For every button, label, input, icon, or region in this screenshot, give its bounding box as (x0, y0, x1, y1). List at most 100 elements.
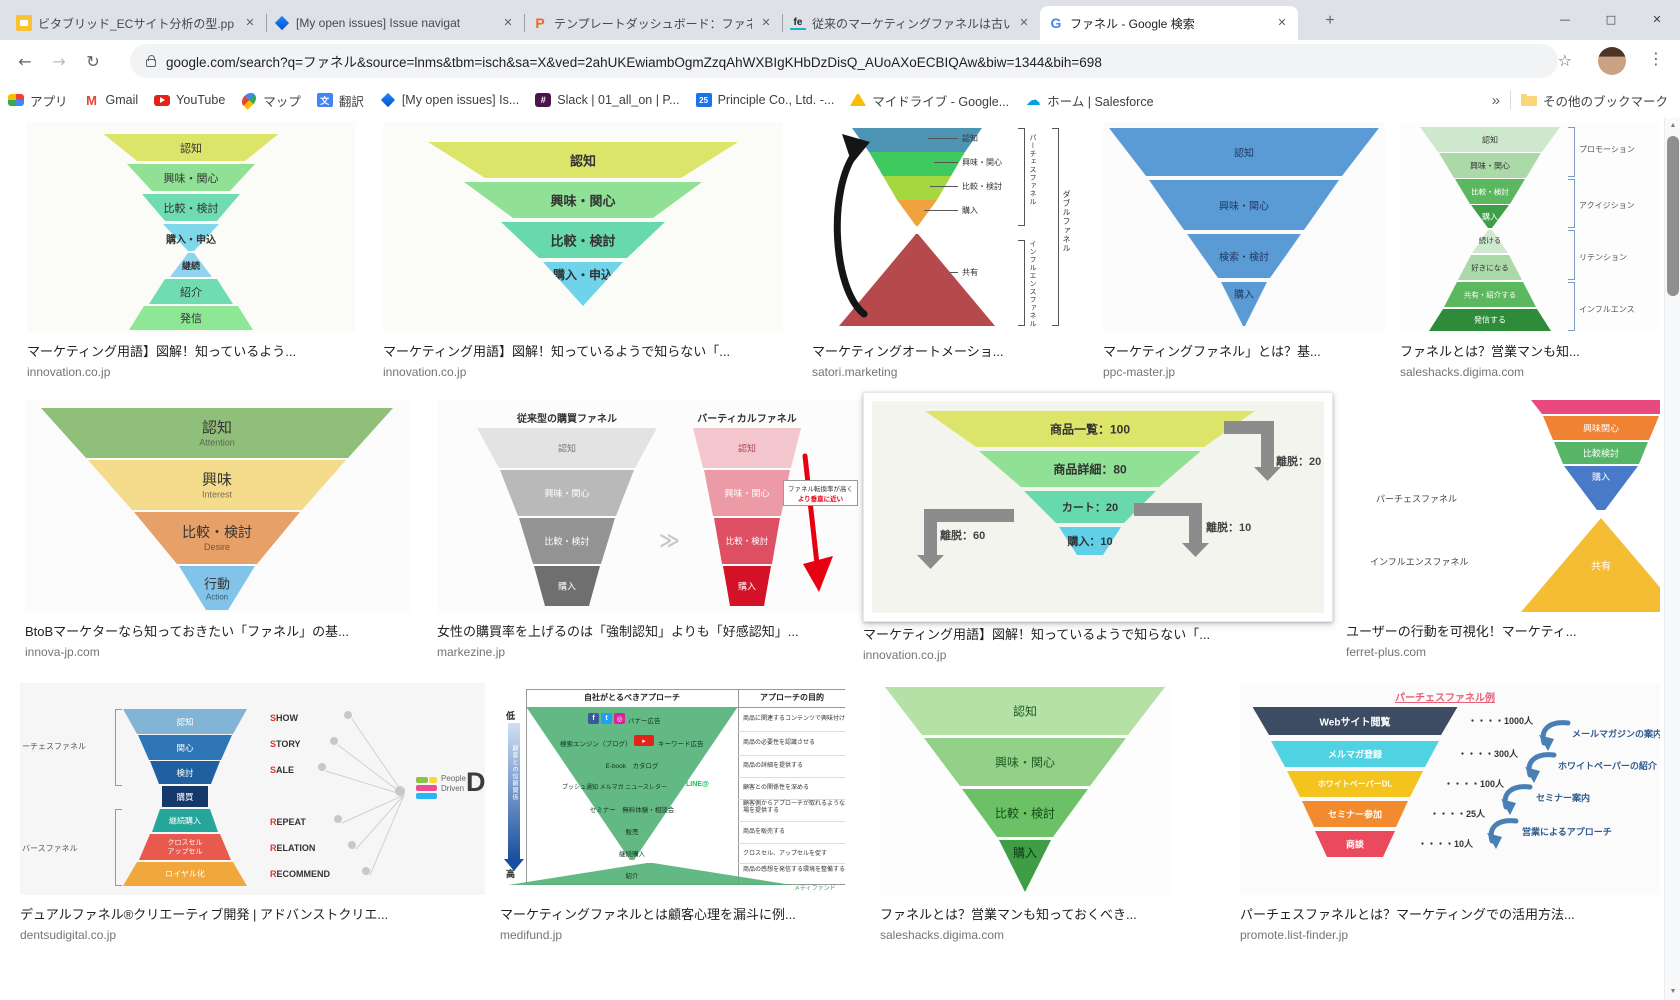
result-domain[interactable]: saleshacks.digima.com (880, 928, 1005, 942)
result-thumbnail[interactable]: 認知 Attention 興味 Interest 比較・検討 Desire 行動 Action (25, 400, 410, 612)
result-thumbnail[interactable]: 自社がとるべきアプローチ アプローチの目的 f t ◎ バナー広告 検索エンジン（ブログ） ▸… (500, 683, 845, 895)
result-title[interactable]: マーケティング用語】図解！知っているようで知らない「... (863, 627, 1211, 642)
close-button[interactable]: ✕ (1652, 12, 1662, 26)
result-thumbnail[interactable]: 認知 興味・関心 比較・検討 購入 続ける 好きになる 共有・紹介する 発信する プロモーション… (1400, 122, 1660, 332)
image-result[interactable]: 自社がとるべきアプローチ アプローチの目的 f t ◎ バナー広告 検索エンジン（ブログ） ▸… (500, 683, 845, 942)
other-bookmarks[interactable]: その他のブックマーク (1520, 91, 1668, 110)
result-thumbnail[interactable]: 興味関心 比較検討 購入 共有 パーチェスファネル インフルエンスファネル (1346, 400, 1660, 612)
result-domain[interactable]: satori.marketing (812, 365, 898, 379)
result-thumbnail[interactable]: 認知 興味・関心 比較・検討 購入 共有 パーチェスファネル インフルエンスファネル ダブルフ… (812, 122, 1082, 332)
bookmark-drive[interactable]: マイドライブ - Google... (850, 91, 1009, 110)
tab-5[interactable]: G ファネル - Google 検索 ✕ (1040, 6, 1298, 40)
result-thumbnail[interactable]: 認知 興味・関心 比較・検討 購入・申込 継続 紹介 発信 (27, 122, 355, 332)
result-title[interactable]: マーケティング用語】図解！知っているよう... (27, 344, 297, 359)
tab-2[interactable]: [My open issues] Issue navigat ✕ (266, 6, 524, 40)
diagram-line (738, 689, 739, 885)
result-title[interactable]: ファネルとは？営業マンも知... (1400, 344, 1580, 359)
result-title[interactable]: デュアルファネル®クリエーティブ開発 | アドバンストクリエ... (20, 907, 389, 922)
scroll-up-icon[interactable]: ▲ (1669, 122, 1677, 129)
tab-close-icon[interactable]: ✕ (1277, 17, 1287, 29)
result-domain[interactable]: innovation.co.jp (27, 365, 111, 379)
result-title[interactable]: マーケティングファネル」とは？基... (1103, 344, 1321, 359)
bookmark-youtube[interactable]: YouTube (154, 93, 225, 107)
tab-close-icon[interactable]: ✕ (503, 17, 513, 29)
bookmark-calendar[interactable]: 25 Principle Co., Ltd. -... (695, 93, 834, 107)
new-tab-button[interactable]: + (1325, 12, 1335, 29)
diagram-line (738, 755, 845, 756)
diagram-text: SALE (270, 765, 295, 775)
bookmark-maps[interactable]: マップ (239, 90, 301, 110)
tab-close-icon[interactable]: ✕ (761, 17, 771, 29)
result-thumbnail[interactable]: 認知 興味・関心 比較・検討 購入 (880, 683, 1170, 895)
result-domain[interactable]: saleshacks.digima.com (1400, 365, 1525, 379)
result-title[interactable]: マーケティングオートメーショ... (812, 344, 1004, 359)
funnel-layer: 購入 (723, 566, 771, 606)
result-domain[interactable]: innovation.co.jp (863, 648, 947, 662)
funnel-layer-label: 興味・関心 (544, 488, 590, 499)
result-domain[interactable]: promote.list-finder.jp (1240, 928, 1349, 942)
forward-icon[interactable]: → (52, 51, 66, 71)
maximize-button[interactable]: □ (1605, 12, 1617, 26)
image-result[interactable]: 認知 興味・関心 比較・検討 購入・申込 継続 紹介 発信マーケティング用語】図解！知ってい… (27, 122, 355, 379)
result-title[interactable]: パーチェスファネルとは？マーケティングでの活用方法... (1240, 907, 1575, 922)
bookmarks-overflow-icon[interactable]: » (1491, 91, 1500, 109)
tab-close-icon[interactable]: ✕ (245, 17, 255, 29)
funnel-layer-label: 興味・関心 (1219, 201, 1269, 213)
scrollbar-thumb[interactable] (1667, 136, 1679, 296)
result-thumbnail[interactable]: 認知 関心 検討 購買 継続購入 クロスセル アップセル ロイヤル化 ーチェスファネル バースファ… (20, 683, 485, 895)
scrollbar[interactable]: ▲ ▼ (1664, 118, 1680, 1000)
result-domain[interactable]: markezine.jp (437, 645, 506, 659)
image-result[interactable]: パーチェスファネル例 Webサイト閲覧 ・・・・1000人 メルマガ登録 ・・・・300… (1240, 683, 1660, 942)
result-title[interactable]: マーケティング用語】図解！知っているようで知らない「... (383, 344, 731, 359)
result-domain[interactable]: innovation.co.jp (383, 365, 467, 379)
result-thumbnail[interactable]: パーチェスファネル例 Webサイト閲覧 ・・・・1000人 メルマガ登録 ・・・・300… (1240, 683, 1660, 895)
result-title[interactable]: マーケティングファネルとは顧客心理を漏斗に例... (500, 907, 796, 922)
bookmark-slack[interactable]: # Slack | 01_all_on | P... (535, 93, 680, 107)
image-result[interactable]: 認知 関心 検討 購買 継続購入 クロスセル アップセル ロイヤル化 ーチェスファネル バースファ… (20, 683, 485, 942)
result-domain[interactable]: ppc-master.jp (1103, 365, 1176, 379)
result-thumbnail[interactable]: 商品一覧：100 商品詳細：80 カート：20 購入：10 離脱：20 離脱：60 離脱：1… (872, 401, 1324, 613)
result-thumbnail[interactable]: 認知 興味・関心 検索・検討 購入 (1103, 122, 1385, 332)
back-icon[interactable]: ← (18, 51, 32, 71)
tab-close-icon[interactable]: ✕ (1019, 17, 1029, 29)
image-result[interactable]: 認知 興味・関心 比較・検討 購入 続ける 好きになる 共有・紹介する 発信する プロモーション… (1400, 122, 1660, 379)
result-title[interactable]: BtoBマーケターなら知っておきたい「ファネル」の基... (25, 624, 349, 639)
image-result[interactable]: 認知 興味・関心 比較・検討 購入・申込マーケティング用語】図解！知っているようで知ら… (383, 122, 783, 379)
result-domain[interactable]: innova-jp.com (25, 645, 100, 659)
tab-1[interactable]: ビタブリッド_ECサイト分析の型.pp ✕ (8, 6, 266, 40)
image-result[interactable]: 認知 興味・関心 検索・検討 購入マーケティングファネル」とは？基... ppc-mas… (1103, 122, 1385, 379)
bookmark-apps[interactable]: アプリ (8, 91, 68, 110)
result-domain[interactable]: dentsudigital.co.jp (20, 928, 117, 942)
diagram-text: 商品の必要性を認識させる (743, 740, 816, 746)
tab-4[interactable]: fe 従来のマーケティングファネルは古い ✕ (782, 6, 1040, 40)
reload-icon[interactable]: ↻ (86, 51, 100, 71)
image-result[interactable]: 認知 興味・関心 比較・検討 購入 共有 パーチェスファネル インフルエンスファネル ダブルフ… (812, 122, 1082, 379)
result-thumbnail[interactable]: 従来型の購買ファネル 認知 興味・関心 比較・検討 購入 ≫ バーティカルファネル 認知 興味・… (437, 400, 865, 612)
bookmark-jira[interactable]: [My open issues] Is... (380, 92, 519, 108)
bookmark-gmail[interactable]: M Gmail (84, 92, 138, 108)
profile-avatar[interactable] (1598, 47, 1626, 75)
result-title[interactable]: 女性の購買率を上げるのは「強制認知」よりも「好感認知」... (437, 624, 799, 639)
bracket-line (1052, 128, 1059, 326)
bookmark-translate[interactable]: 文翻訳 (316, 91, 364, 110)
image-result[interactable]: 商品一覧：100 商品詳細：80 カート：20 購入：10 離脱：20 離脱：60 離脱：1… (863, 392, 1333, 662)
result-title[interactable]: ファネルとは？営業マンも知っておくべき... (880, 907, 1137, 922)
translate-icon: 文 (316, 93, 333, 107)
tab-title: ファネル - Google 検索 (1070, 16, 1195, 31)
bookmark-star-icon[interactable]: ☆ (1557, 51, 1572, 70)
scroll-down-icon[interactable]: ▼ (1669, 988, 1677, 995)
result-domain[interactable]: medifund.jp (500, 928, 563, 942)
image-result[interactable]: 興味関心 比較検討 購入 共有 パーチェスファネル インフルエンスファネルユーザーの行動を… (1346, 400, 1660, 659)
tab-3[interactable]: P テンプレートダッシュボード：ファネル ✕ (524, 6, 782, 40)
bookmark-salesforce[interactable]: ☁ ホーム | Salesforce (1025, 91, 1154, 110)
image-result[interactable]: 認知 Attention 興味 Interest 比較・検討 Desire 行動 Action… (25, 400, 410, 659)
funnel-layer: 関心 (138, 735, 232, 760)
result-title[interactable]: ユーザーの行動を可視化！マーケティ... (1346, 624, 1577, 639)
image-result[interactable]: 認知 興味・関心 比較・検討 購入ファネルとは？営業マンも知っておくべき... sale… (880, 683, 1170, 942)
result-thumbnail[interactable]: 認知 興味・関心 比較・検討 購入・申込 (383, 122, 783, 332)
menu-kebab-icon[interactable]: ⋮ (1648, 49, 1664, 68)
url-bar[interactable]: google.com/search?q=ファネル&source=lnms&tbm… (130, 44, 1558, 78)
image-result[interactable]: 従来型の購買ファネル 認知 興味・関心 比較・検討 購入 ≫ バーティカルファネル 認知 興味・… (437, 400, 865, 659)
minimize-button[interactable]: — (1559, 12, 1571, 26)
result-domain[interactable]: ferret-plus.com (1346, 645, 1427, 659)
